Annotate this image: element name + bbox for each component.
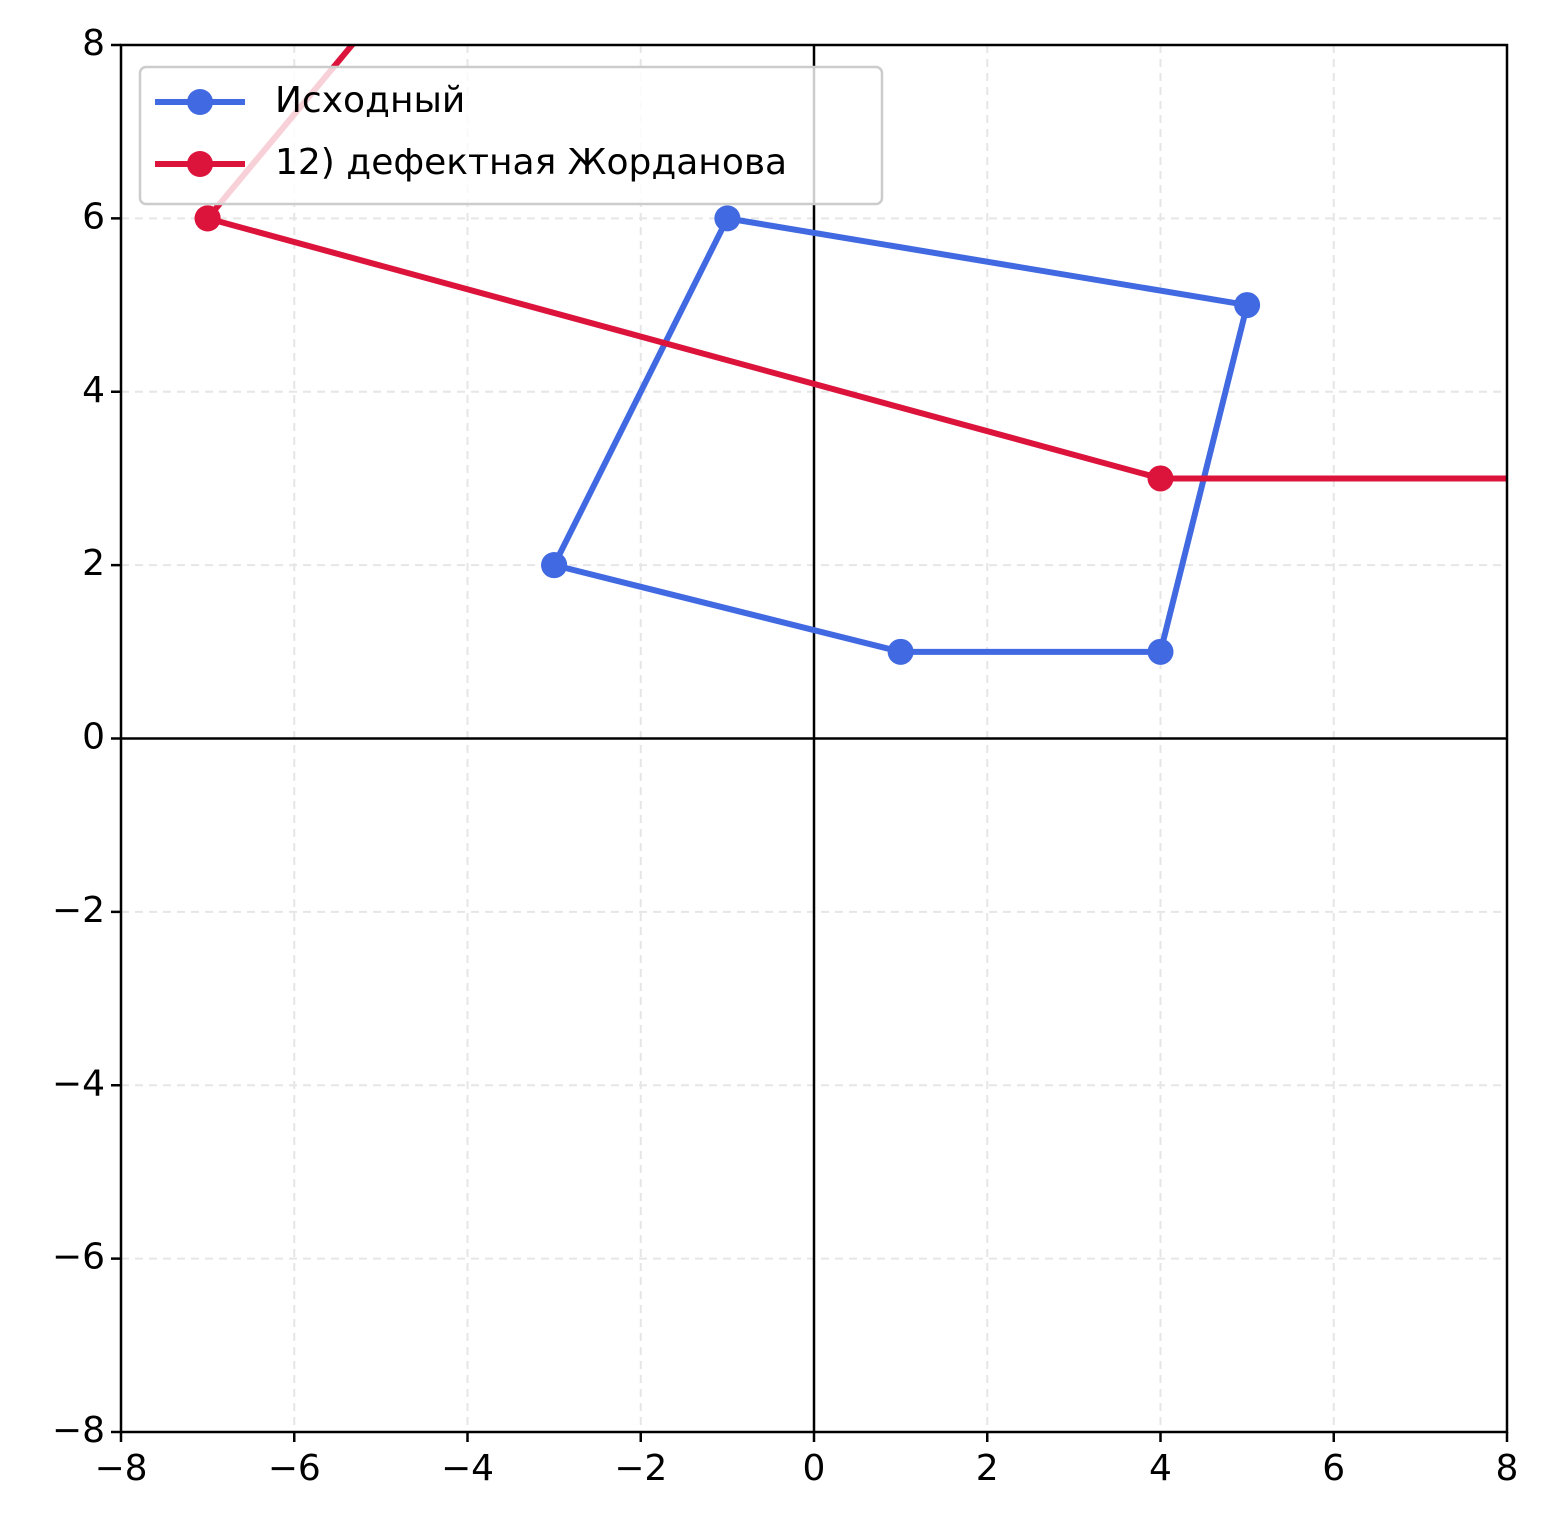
- y-tick-label: 4: [82, 370, 105, 411]
- x-tick-label: −6: [268, 1448, 321, 1489]
- x-tick-label: −2: [614, 1448, 667, 1489]
- point: [1234, 292, 1261, 319]
- legend: Исходный 12) дефектная Жорданова: [138, 65, 884, 206]
- legend-label: Исходный: [275, 80, 465, 121]
- point: [714, 205, 741, 232]
- x-tick-label: 4: [1149, 1448, 1172, 1489]
- series-line: [551, 215, 1251, 655]
- y-tick-label: −4: [52, 1063, 105, 1104]
- x-tick-label: 6: [1322, 1448, 1345, 1489]
- x-tick-label: 2: [976, 1448, 999, 1489]
- y-tick-label: 0: [82, 717, 105, 758]
- plot-area: [194, 45, 1507, 665]
- point: [1147, 465, 1174, 492]
- y-tick-label: 2: [82, 543, 105, 584]
- point: [1147, 638, 1174, 665]
- x-tick-label: −8: [94, 1448, 147, 1489]
- point: [194, 205, 221, 232]
- ticks: −8 −6 −4 −2 0 2 4 6 8 −8 −6 −4 −2 0 2 4 6 8: [52, 23, 1519, 1489]
- legend-label: 12) дефектная Жорданова: [275, 142, 787, 183]
- y-tick-label: 8: [82, 23, 105, 64]
- y-tick-label: −6: [52, 1237, 105, 1278]
- series-line: [205, 45, 1507, 482]
- legend-marker: [187, 151, 213, 177]
- point: [887, 638, 914, 665]
- axes: [121, 45, 1507, 1432]
- legend-box: [138, 65, 884, 206]
- x-tick-label: 0: [803, 1448, 826, 1489]
- x-tick-label: 8: [1496, 1448, 1519, 1489]
- y-tick-label: −2: [52, 890, 105, 931]
- point: [541, 552, 568, 579]
- legend-marker: [187, 89, 213, 115]
- y-tick-label: 6: [82, 196, 105, 237]
- x-tick-label: −4: [441, 1448, 494, 1489]
- y-tick-label: −8: [52, 1410, 105, 1451]
